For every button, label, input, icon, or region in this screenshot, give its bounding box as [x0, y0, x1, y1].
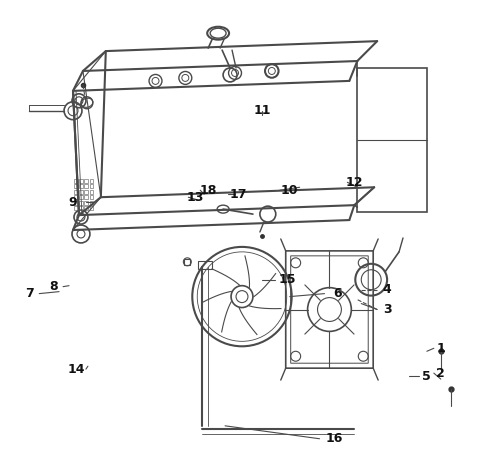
- Bar: [79, 179, 83, 183]
- Bar: [84, 184, 88, 188]
- Bar: [79, 190, 83, 194]
- Text: 1: 1: [436, 342, 445, 355]
- Text: 10: 10: [281, 184, 299, 197]
- Bar: [89, 179, 94, 183]
- Bar: [74, 201, 78, 205]
- Bar: [89, 195, 94, 199]
- Text: 5: 5: [422, 370, 431, 383]
- Bar: [84, 179, 88, 183]
- Bar: [74, 184, 78, 188]
- Text: 8: 8: [49, 280, 58, 293]
- Bar: [79, 184, 83, 188]
- Bar: [79, 201, 83, 205]
- Bar: [89, 201, 94, 205]
- Text: 14: 14: [67, 363, 85, 376]
- Bar: [357, 68, 427, 212]
- Text: 7: 7: [25, 287, 34, 300]
- Text: 6: 6: [333, 287, 342, 300]
- Text: 13: 13: [187, 191, 204, 204]
- Bar: [79, 206, 83, 210]
- Text: 17: 17: [229, 188, 247, 201]
- Bar: [89, 206, 94, 210]
- Bar: [89, 184, 94, 188]
- Bar: [84, 195, 88, 199]
- Text: 3: 3: [383, 303, 391, 316]
- Text: 11: 11: [253, 104, 271, 117]
- Bar: [89, 190, 94, 194]
- Bar: [74, 206, 78, 210]
- Text: 9: 9: [69, 196, 77, 209]
- Text: 16: 16: [326, 432, 343, 445]
- Bar: [84, 206, 88, 210]
- Bar: [74, 195, 78, 199]
- Bar: [84, 190, 88, 194]
- Bar: [74, 190, 78, 194]
- Text: 2: 2: [436, 367, 445, 380]
- Bar: [79, 195, 83, 199]
- Text: 15: 15: [279, 273, 297, 286]
- Text: 4: 4: [383, 283, 392, 296]
- Text: 12: 12: [346, 176, 363, 189]
- Bar: [198, 261, 212, 269]
- Bar: [84, 201, 88, 205]
- Bar: [74, 179, 78, 183]
- Text: 18: 18: [200, 184, 217, 197]
